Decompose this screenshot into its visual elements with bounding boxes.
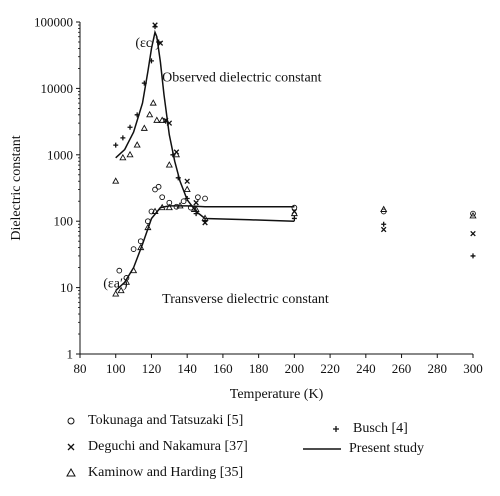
x-point bbox=[470, 230, 476, 237]
annotation-1: Transverse dielectric constant bbox=[162, 292, 329, 307]
y-axis-label: Dielectric constant bbox=[9, 135, 24, 240]
circle-point bbox=[152, 186, 158, 193]
circle-point bbox=[173, 203, 180, 210]
plus-point bbox=[381, 221, 387, 227]
y-tick-label: 10 bbox=[60, 280, 73, 295]
y-tick-label: 100 bbox=[54, 214, 74, 229]
circle-point bbox=[130, 246, 137, 252]
x-point bbox=[152, 22, 158, 28]
triangle-point bbox=[146, 110, 154, 118]
series-1 bbox=[113, 24, 476, 259]
plus-point bbox=[120, 135, 126, 141]
triangle-point bbox=[165, 203, 173, 211]
circle-point bbox=[180, 198, 187, 205]
x-tick-label: 160 bbox=[213, 361, 233, 376]
x-tick-label: 280 bbox=[428, 361, 448, 376]
y-tick-label: 1000 bbox=[47, 147, 73, 162]
x-tick-label: 180 bbox=[249, 361, 269, 376]
triangle-point bbox=[183, 185, 191, 192]
x-tick-label: 240 bbox=[356, 361, 376, 376]
x-point bbox=[202, 219, 208, 226]
series-2 bbox=[152, 22, 476, 237]
x-point bbox=[380, 226, 387, 233]
x-tick-label: 100 bbox=[106, 361, 126, 376]
annotation-2: (εc′) bbox=[135, 36, 160, 51]
triangle-point bbox=[119, 153, 127, 161]
x-tick-label: 120 bbox=[142, 361, 162, 376]
triangle-point bbox=[112, 290, 120, 297]
triangle-point bbox=[153, 116, 161, 123]
triangle-point bbox=[380, 205, 388, 212]
x-axis-label: Temperature (K) bbox=[230, 387, 324, 402]
triangle-point bbox=[112, 177, 120, 184]
triangle-point bbox=[117, 286, 125, 294]
x-point bbox=[193, 199, 199, 206]
y-tick-label: 10000 bbox=[41, 81, 74, 96]
triangle-point bbox=[133, 141, 141, 148]
circle-point bbox=[195, 194, 201, 201]
triangle-point bbox=[165, 161, 173, 168]
circle-point bbox=[159, 194, 166, 201]
x-tick-label: 200 bbox=[285, 361, 305, 376]
x-tick-label: 220 bbox=[320, 361, 340, 376]
y-tick-label: 100000 bbox=[34, 15, 73, 30]
x-tick-label: 300 bbox=[463, 361, 483, 376]
x-point bbox=[157, 40, 164, 46]
triangle-point bbox=[290, 209, 298, 217]
x-tick-label: 140 bbox=[177, 361, 197, 376]
annotation-3: (εa′) bbox=[103, 276, 128, 291]
triangle-point bbox=[158, 116, 166, 123]
x-tick-label: 260 bbox=[392, 361, 412, 376]
triangle-point bbox=[126, 150, 134, 158]
circle-point bbox=[470, 210, 476, 217]
triangle-point bbox=[469, 212, 477, 219]
series-0 bbox=[116, 183, 476, 281]
circle-point bbox=[116, 267, 123, 274]
x-tick-label: 80 bbox=[74, 361, 87, 376]
annotations: Observed dielectric constant Transverse d… bbox=[103, 36, 329, 307]
triangle-point bbox=[172, 150, 181, 158]
plus-point bbox=[113, 142, 119, 148]
chart-marks bbox=[112, 22, 477, 297]
plus-point bbox=[470, 253, 476, 259]
present-study-line-0 bbox=[115, 29, 295, 222]
triangle-point bbox=[190, 205, 198, 212]
circle-point bbox=[202, 195, 208, 202]
annotation-0: Observed dielectric constant bbox=[162, 71, 321, 86]
present-study-line-1 bbox=[115, 205, 295, 292]
x-point bbox=[184, 178, 190, 184]
y-tick-label: 1 bbox=[67, 347, 74, 362]
triangle-point bbox=[140, 124, 148, 131]
plus-point bbox=[127, 124, 133, 130]
circle-point bbox=[155, 183, 162, 190]
triangle-point bbox=[149, 99, 157, 106]
series-3 bbox=[112, 99, 477, 297]
axes: 80 100 120 140 160 180 200 220 240 260 280 300 1 10 10… bbox=[9, 15, 483, 403]
plus-point bbox=[291, 215, 297, 221]
